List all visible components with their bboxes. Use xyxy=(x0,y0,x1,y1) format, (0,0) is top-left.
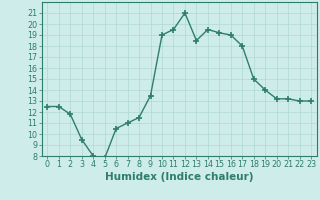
X-axis label: Humidex (Indice chaleur): Humidex (Indice chaleur) xyxy=(105,172,253,182)
